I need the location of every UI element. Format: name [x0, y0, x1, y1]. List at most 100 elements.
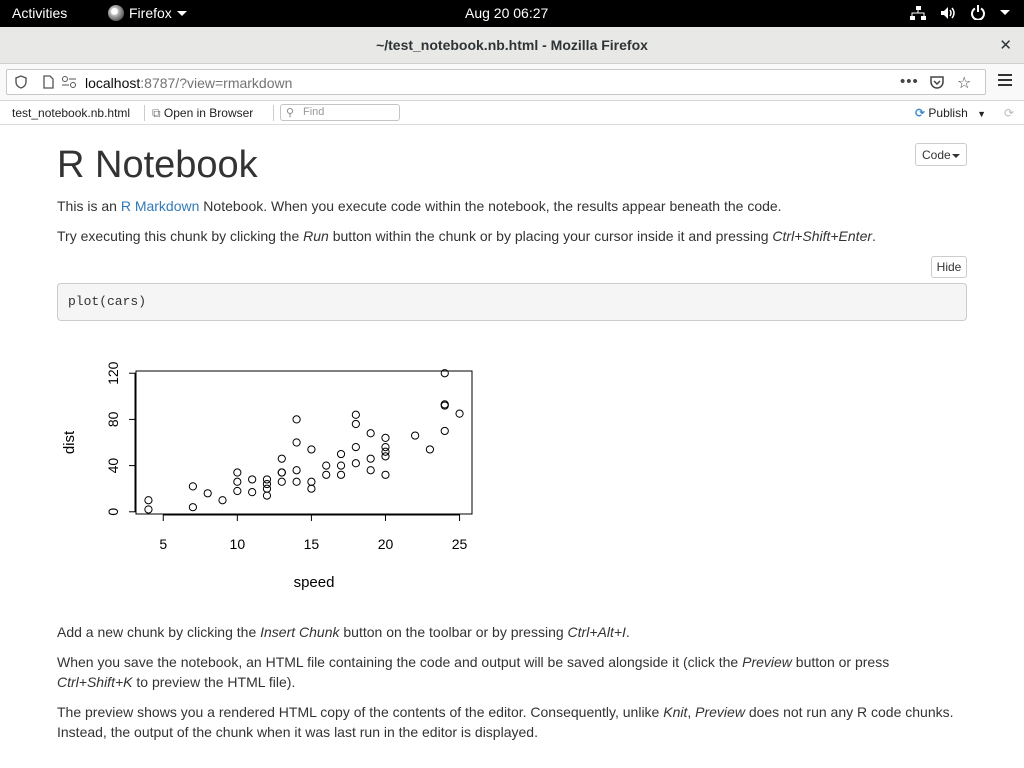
- data-point: [188, 482, 197, 491]
- window-title: ~/test_notebook.nb.html - Mozilla Firefo…: [376, 37, 648, 53]
- run-instructions-paragraph: Try executing this chunk by clicking the…: [57, 226, 967, 246]
- data-point: [248, 488, 257, 497]
- viewer-toolbar: test_notebook.nb.html ⧉ Open in Browser …: [0, 101, 1024, 125]
- data-point: [336, 449, 346, 459]
- activities-button[interactable]: Activities: [12, 5, 68, 21]
- x-axis-label: speed: [294, 574, 335, 591]
- text: The preview shows you a rendered HTML co…: [57, 704, 664, 720]
- find-placeholder: Find: [303, 106, 325, 118]
- emphasis: Ctrl+Shift+Enter: [772, 228, 873, 244]
- data-point: [440, 426, 449, 436]
- data-point: [307, 484, 316, 493]
- y-tick-label: 40: [105, 458, 121, 474]
- data-point: [233, 468, 242, 477]
- app-menu-label: Firefox: [129, 5, 172, 21]
- data-point: [292, 415, 301, 424]
- data-point: [440, 400, 449, 409]
- find-input[interactable]: ⚲ Find: [280, 104, 400, 121]
- data-point: [351, 443, 360, 452]
- publish-label: Publish: [928, 106, 968, 120]
- text: to preview the HTML file).: [132, 674, 296, 690]
- toolbar-divider: [273, 105, 274, 121]
- plot-frame: [135, 370, 473, 515]
- data-point: [366, 429, 375, 438]
- data-point: [292, 466, 301, 475]
- caret-down-icon: [952, 154, 960, 158]
- page-icon: [43, 75, 54, 92]
- data-point: [381, 470, 390, 479]
- data-point: [381, 443, 390, 452]
- page-actions-icon[interactable]: •••: [900, 73, 919, 90]
- open-in-browser-label: Open in Browser: [163, 106, 254, 120]
- text: ,: [687, 704, 696, 720]
- hide-code-button[interactable]: Hide: [931, 256, 967, 278]
- y-axis-label: dist: [61, 430, 78, 454]
- r-markdown-link[interactable]: R Markdown: [120, 198, 200, 214]
- text: When you save the notebook, an HTML file…: [57, 654, 743, 670]
- code-button-label: Code: [922, 148, 951, 162]
- menu-icon[interactable]: [998, 74, 1012, 89]
- chevron-down-icon[interactable]: ▼: [977, 109, 987, 119]
- insert-chunk-paragraph: Add a new chunk by clicking the Insert C…: [57, 622, 967, 642]
- data-point: [188, 503, 197, 512]
- network-icon: [910, 5, 926, 20]
- navigation-bar: localhost:8787/?view=rmarkdown ••• ☆: [0, 64, 1024, 101]
- data-point: [262, 484, 272, 493]
- url-text[interactable]: localhost:8787/?view=rmarkdown: [85, 75, 292, 91]
- page-title: R Notebook: [57, 144, 258, 186]
- data-point: [307, 477, 316, 486]
- open-in-browser-button[interactable]: ⧉ Open in Browser: [152, 106, 253, 121]
- data-point: [292, 438, 301, 447]
- file-name-label: test_notebook.nb.html: [12, 106, 131, 120]
- clock[interactable]: Aug 20 06:27: [465, 5, 549, 21]
- data-point: [351, 410, 360, 419]
- data-point: [203, 489, 212, 498]
- data-point: [381, 452, 390, 461]
- refresh-icon[interactable]: ⟳: [1004, 106, 1015, 120]
- data-point: [351, 419, 360, 429]
- text: button within the chunk or by placing yo…: [328, 228, 773, 244]
- data-point: [366, 454, 375, 463]
- data-point: [248, 475, 257, 484]
- x-tick-label: 20: [378, 536, 394, 552]
- emphasis: Insert Chunk: [260, 624, 340, 640]
- data-point: [292, 477, 301, 486]
- data-point: [425, 445, 435, 454]
- data-point: [218, 496, 227, 505]
- code-dropdown-button[interactable]: Code: [915, 143, 967, 166]
- text: does not run any R code chunks. Instead,…: [57, 704, 954, 740]
- url-host: localhost: [85, 75, 141, 91]
- data-point: [277, 477, 286, 486]
- firefox-icon: [108, 5, 124, 21]
- close-icon[interactable]: ✕: [999, 37, 1012, 54]
- text: button or press: [791, 654, 890, 670]
- preview-paragraph: The preview shows you a rendered HTML co…: [57, 702, 967, 742]
- permissions-icon[interactable]: [61, 75, 77, 92]
- system-tray[interactable]: [910, 5, 1010, 20]
- data-point: [381, 447, 390, 456]
- data-point: [144, 505, 153, 514]
- data-point: [233, 486, 242, 496]
- code-chunk[interactable]: plot(cars): [57, 283, 967, 321]
- text: Notebook. When you execute code within t…: [199, 198, 782, 214]
- text: .: [625, 624, 630, 640]
- pocket-icon[interactable]: [929, 75, 945, 93]
- app-menu[interactable]: Firefox: [108, 5, 187, 21]
- x-tick-label: 5: [159, 536, 167, 552]
- data-point: [322, 461, 331, 470]
- emphasis: Preview: [695, 704, 745, 720]
- save-paragraph: When you save the notebook, an HTML file…: [57, 652, 967, 692]
- data-point: [262, 479, 272, 489]
- text: This is an: [57, 198, 121, 214]
- text: Try executing this chunk by clicking the: [57, 228, 304, 244]
- volume-icon: [941, 6, 955, 19]
- data-point: [277, 468, 286, 477]
- toolbar-divider: [144, 105, 145, 121]
- shield-icon[interactable]: [15, 75, 27, 92]
- url-bar[interactable]: localhost:8787/?view=rmarkdown ••• ☆: [6, 69, 986, 95]
- data-point: [336, 470, 346, 479]
- bookmark-star-icon[interactable]: ☆: [957, 75, 972, 92]
- publish-button[interactable]: ⟳ Publish ▼: [915, 106, 986, 120]
- y-tick-label: 80: [105, 411, 121, 427]
- data-point: [277, 454, 286, 463]
